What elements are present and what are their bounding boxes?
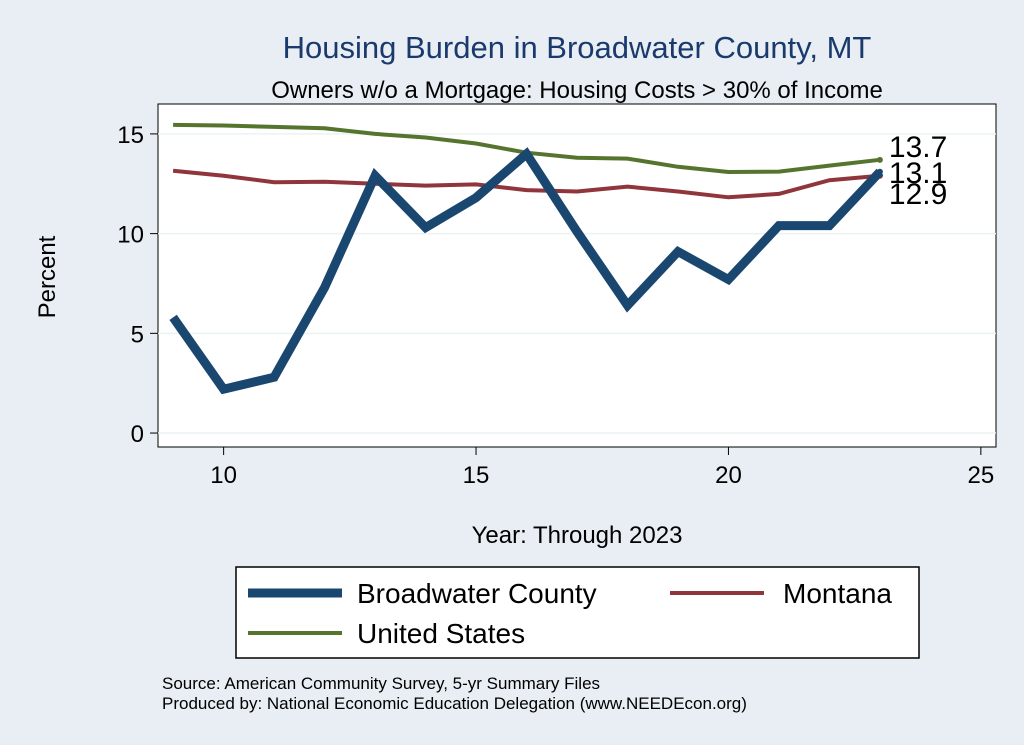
series-end-point-broadwater-county: [876, 168, 883, 175]
x-axis-ticks: 10 15 20 25: [210, 447, 994, 489]
plot-area: [157, 103, 997, 448]
series-end-labels: 13.713.112.9: [889, 131, 947, 211]
series-line-broadwater-county: [169, 147, 884, 395]
y-tick-label: 5: [131, 321, 144, 348]
legend-label-broadwater-county: Broadwater County: [357, 578, 597, 609]
chart-subtitle: Owners w/o a Mortgage: Housing Costs > 3…: [271, 77, 883, 104]
y-tick-label: 0: [131, 421, 144, 448]
x-axis-label: Year: Through 2023: [472, 522, 683, 549]
end-label-united-states: 13.7: [889, 131, 947, 164]
chart-title: Housing Burden in Broadwater County, MT: [283, 30, 872, 65]
x-tick-label: 10: [210, 462, 237, 489]
y-axis-label: Percent: [34, 235, 61, 318]
series-end-point-united-states: [876, 156, 883, 163]
x-tick-label: 20: [715, 462, 742, 489]
legend-label-united-states: United States: [357, 618, 525, 649]
end-label-broadwater-county: 13.1: [889, 157, 947, 190]
y-tick-label: 10: [117, 222, 144, 249]
legend-label-montana: Montana: [783, 578, 892, 609]
y-tick-label: 15: [117, 122, 144, 149]
x-tick-label: 15: [463, 462, 490, 489]
series-lines: [169, 122, 884, 395]
series-line-montana: [172, 168, 881, 200]
produced-by-note: Produced by: National Economic Education…: [162, 694, 747, 713]
legend: [235, 566, 920, 659]
end-label-montana: 12.9: [889, 178, 947, 211]
source-note: Source: American Community Survey, 5-yr …: [162, 674, 600, 693]
x-tick-label: 25: [968, 462, 995, 489]
y-axis-ticks: 0 5 10 15: [117, 122, 158, 448]
